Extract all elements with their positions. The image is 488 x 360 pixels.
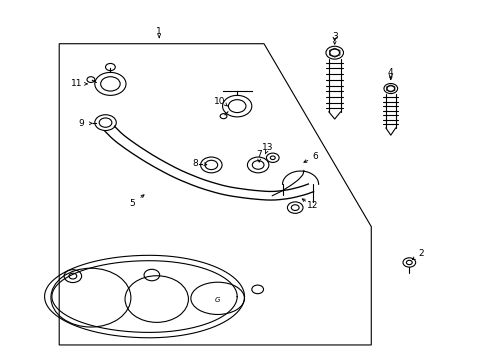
Text: 9: 9 [78, 119, 84, 128]
Text: 6: 6 [312, 152, 317, 161]
Text: 5: 5 [129, 199, 135, 208]
Text: 11: 11 [70, 80, 82, 89]
Text: 12: 12 [306, 201, 318, 210]
Text: 8: 8 [192, 159, 198, 168]
Text: 10: 10 [214, 96, 225, 105]
Text: 1: 1 [156, 27, 162, 36]
Text: 2: 2 [417, 249, 423, 258]
Text: 3: 3 [331, 32, 337, 41]
Text: 13: 13 [262, 143, 273, 152]
Text: G: G [215, 297, 220, 303]
Text: 4: 4 [387, 68, 393, 77]
Text: 7: 7 [256, 150, 262, 159]
